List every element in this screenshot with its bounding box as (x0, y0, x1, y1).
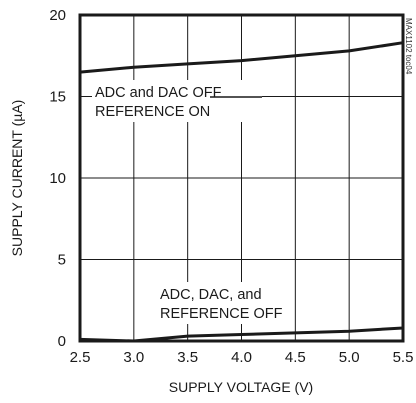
annotation-bg-ref-off (155, 282, 283, 324)
annotation-ref-off-line1: ADC, DAC, and (160, 287, 262, 303)
annotation-bg-ref-on (92, 80, 262, 122)
x-tick-label-3: 4.0 (231, 349, 252, 366)
x-tick-label-0: 2.5 (70, 349, 91, 366)
y-tick-label-4: 20 (49, 7, 66, 24)
y-tick-label-3: 15 (49, 89, 66, 106)
series-line-1 (78, 326, 405, 343)
y-tick-label-2: 10 (49, 170, 66, 187)
y-axis-label: SUPPLY CURRENT (µA) (9, 100, 25, 257)
annotation-ref-on-line2: REFERENCE ON (95, 104, 210, 120)
x-axis-label: SUPPLY VOLTAGE (V) (169, 379, 313, 395)
x-tick-label-4: 4.5 (285, 349, 306, 366)
series-group (78, 41, 405, 343)
x-tick-label-5: 5.0 (339, 349, 360, 366)
grid-lines (80, 15, 403, 341)
figure-code-label: MAX1102 toc04 (404, 18, 413, 75)
annotation-ref-on-line1: ADC and DAC OFF (95, 85, 222, 101)
y-tick-label-0: 0 (58, 333, 66, 350)
plot-frame (78, 13, 405, 343)
y-tick-labels: 0 5 10 15 20 (49, 7, 66, 350)
series-line-0 (78, 41, 405, 74)
x-tick-labels: 2.5 3.0 3.5 4.0 4.5 5.0 5.5 (70, 349, 414, 366)
y-tick-label-1: 5 (58, 252, 66, 269)
annotation-ref-off-line2: REFERENCE OFF (160, 306, 283, 322)
x-tick-label-1: 3.0 (123, 349, 144, 366)
x-tick-label-2: 3.5 (177, 349, 198, 366)
x-tick-label-6: 5.5 (393, 349, 414, 366)
